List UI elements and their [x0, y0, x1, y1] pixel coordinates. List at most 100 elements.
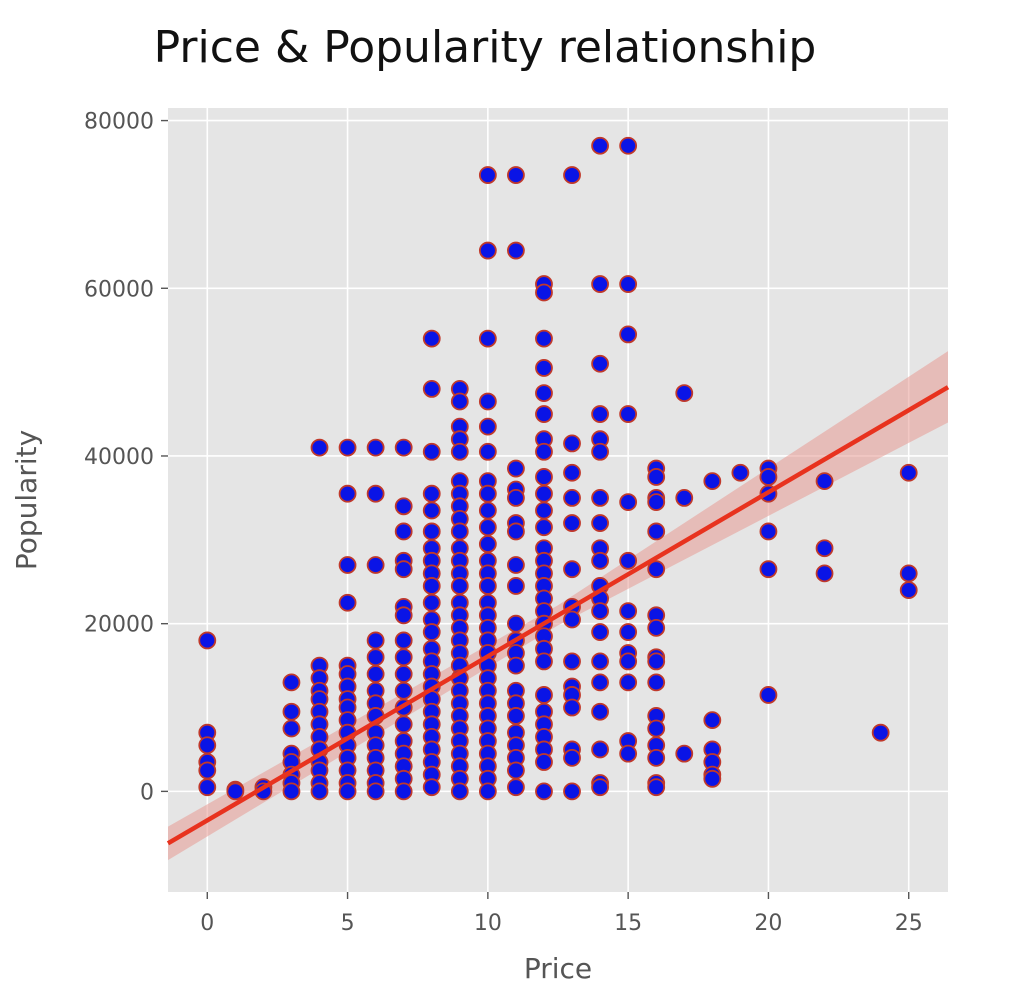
data-point: [507, 241, 525, 260]
data-point: [591, 602, 609, 621]
data-point: [703, 711, 722, 730]
data-point: [422, 577, 441, 595]
y-tick-label: 20000: [84, 613, 154, 638]
regression-line: [166, 385, 950, 846]
data-point: [591, 514, 609, 532]
data-point: [226, 782, 245, 801]
data-point: [591, 275, 609, 293]
data-point: [198, 631, 217, 650]
data-point: [871, 723, 890, 742]
data-point: [394, 782, 413, 801]
data-points: [198, 136, 918, 801]
data-point: [450, 442, 469, 461]
data-point: [394, 497, 413, 516]
data-point: [198, 761, 217, 780]
data-point: [563, 652, 581, 671]
data-point: [815, 564, 834, 583]
data-point: [759, 560, 778, 579]
data-point: [507, 459, 525, 478]
data-point: [591, 778, 609, 797]
data-point: [366, 782, 385, 801]
chart-title: Price & Popularity relationship: [153, 22, 817, 73]
x-tick-label: 10: [474, 911, 502, 936]
data-point: [535, 652, 553, 671]
data-point: [619, 673, 638, 692]
data-point: [647, 468, 666, 486]
data-point: [535, 782, 553, 801]
data-point: [394, 560, 413, 579]
data-point: [535, 384, 553, 402]
data-point: [563, 748, 581, 767]
data-point: [507, 656, 525, 675]
data-point: [507, 707, 525, 725]
data-point: [422, 522, 441, 541]
data-point: [759, 686, 778, 704]
data-point: [422, 778, 441, 797]
data-point: [282, 702, 301, 721]
data-point: [422, 442, 441, 461]
data-point: [591, 405, 609, 423]
data-point: [366, 648, 385, 667]
data-point: [675, 744, 694, 763]
data-point: [394, 606, 413, 625]
data-point: [310, 782, 329, 801]
data-point: [450, 782, 469, 801]
data-point: [535, 329, 553, 348]
data-point: [675, 384, 694, 402]
data-point: [647, 522, 666, 541]
data-point: [478, 484, 497, 503]
data-point: [591, 740, 609, 759]
data-point: [563, 782, 581, 801]
data-point: [703, 472, 722, 491]
data-point: [563, 514, 581, 532]
data-point: [591, 673, 609, 692]
data-point: [535, 468, 553, 486]
data-point: [394, 648, 413, 667]
data-point: [422, 623, 441, 641]
data-point: [422, 593, 441, 612]
data-point: [647, 673, 666, 692]
data-point: [282, 719, 301, 738]
data-point: [366, 484, 385, 503]
data-point: [591, 136, 609, 155]
data-point: [394, 665, 413, 683]
x-tick-label: 0: [200, 911, 214, 936]
data-point: [899, 581, 918, 600]
data-point: [478, 518, 497, 537]
data-point: [647, 493, 666, 511]
data-point: [815, 539, 834, 558]
data-point: [591, 442, 609, 461]
confidence-band: [168, 351, 948, 861]
y-tick-label: 80000: [84, 110, 154, 135]
data-point: [507, 577, 525, 595]
data-point: [507, 556, 525, 574]
y-tick-label: 0: [140, 780, 154, 805]
data-point: [422, 484, 441, 503]
data-point: [422, 379, 441, 398]
data-point: [422, 501, 441, 520]
y-axis-ticks: 0 20000 40000 60000 80000: [84, 110, 168, 805]
data-point: [507, 778, 525, 797]
data-point: [815, 472, 834, 491]
data-point: [507, 166, 525, 184]
x-tick-label: 25: [895, 911, 923, 936]
data-point: [198, 736, 217, 755]
data-point: [563, 166, 581, 184]
data-point: [450, 522, 469, 541]
data-point: [478, 442, 497, 461]
data-point: [507, 761, 525, 780]
data-point: [394, 522, 413, 541]
data-point: [198, 778, 217, 797]
data-point: [422, 329, 441, 348]
y-axis-label: Popularity: [10, 430, 43, 570]
data-point: [619, 623, 638, 641]
data-point: [338, 593, 357, 612]
y-tick-label: 40000: [84, 445, 154, 470]
data-point: [394, 438, 413, 457]
x-axis-label: Price: [524, 952, 592, 985]
data-point: [591, 623, 609, 641]
data-point: [535, 686, 553, 704]
data-point: [535, 359, 553, 377]
data-point: [450, 392, 469, 411]
